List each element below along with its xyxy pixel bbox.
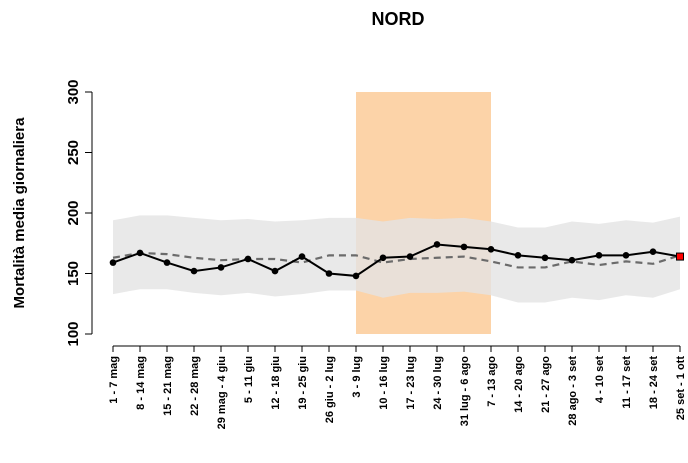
point xyxy=(622,252,630,259)
point xyxy=(541,254,549,262)
point xyxy=(487,246,495,253)
y-tick-label: 250 xyxy=(65,140,82,165)
point xyxy=(244,255,252,263)
x-tick-label: 5 - 11 giu xyxy=(243,356,255,403)
x-tick-label: 25 set - 1 ott xyxy=(675,356,687,421)
y-tick-label: 150 xyxy=(65,261,82,286)
series-line xyxy=(112,243,681,277)
x-tick-label: 31 lug - 6 ago xyxy=(459,356,471,427)
last-point xyxy=(676,252,684,261)
x-tick-label: 21 - 27 ago xyxy=(540,356,552,413)
point xyxy=(433,241,441,248)
x-tick-label: 28 ago - 3 set xyxy=(567,356,579,426)
x-tick-label: 8 - 14 mag xyxy=(135,356,147,410)
point xyxy=(298,253,306,260)
confidence-band xyxy=(113,215,680,303)
x-tick-label: 17 - 23 lug xyxy=(405,356,417,410)
x-tick-label: 3 - 9 lug xyxy=(351,356,363,398)
point xyxy=(190,267,198,275)
x-tick-label: 24 - 30 lug xyxy=(432,356,444,410)
point xyxy=(136,249,144,257)
highlight-region xyxy=(356,92,491,334)
point xyxy=(325,270,333,277)
point xyxy=(271,267,279,275)
x-tick-label: 14 - 20 ago xyxy=(513,356,525,413)
y-tick-label: 100 xyxy=(65,321,82,346)
point xyxy=(217,264,225,271)
point xyxy=(163,259,171,266)
x-tick-label: 4 - 10 set xyxy=(594,356,606,403)
point xyxy=(514,252,522,259)
y-tick-label: 300 xyxy=(65,79,82,104)
x-tick-label: 18 - 24 set xyxy=(648,356,660,410)
x-tick-label: 1 - 7 mag xyxy=(108,356,120,404)
y-axis-label: Mortalità media giornaliera xyxy=(11,117,28,309)
x-tick-label: 7 - 13 ago xyxy=(486,356,498,407)
x-tick-label: 29 mag - 4 giu xyxy=(216,356,228,429)
x-tick-label: 19 - 25 giu xyxy=(297,356,309,410)
x-tick-label: 11 - 17 set xyxy=(621,356,633,409)
point xyxy=(352,272,360,280)
point xyxy=(109,259,117,266)
point xyxy=(379,254,387,262)
x-tick-label: 26 giu - 2 lug xyxy=(324,356,336,423)
point xyxy=(568,256,576,264)
x-tick-label: 10 - 16 lug xyxy=(378,356,390,410)
point xyxy=(406,253,414,260)
y-tick-label: 200 xyxy=(65,200,82,225)
point xyxy=(460,243,468,251)
point xyxy=(595,252,603,259)
point xyxy=(649,248,657,256)
x-tick-label: 22 - 28 mag xyxy=(189,356,201,416)
chart-title: NORD xyxy=(372,9,425,29)
x-tick-label: 12 - 18 giu xyxy=(270,356,282,410)
x-tick-label: 15 - 21 mag xyxy=(162,356,174,416)
